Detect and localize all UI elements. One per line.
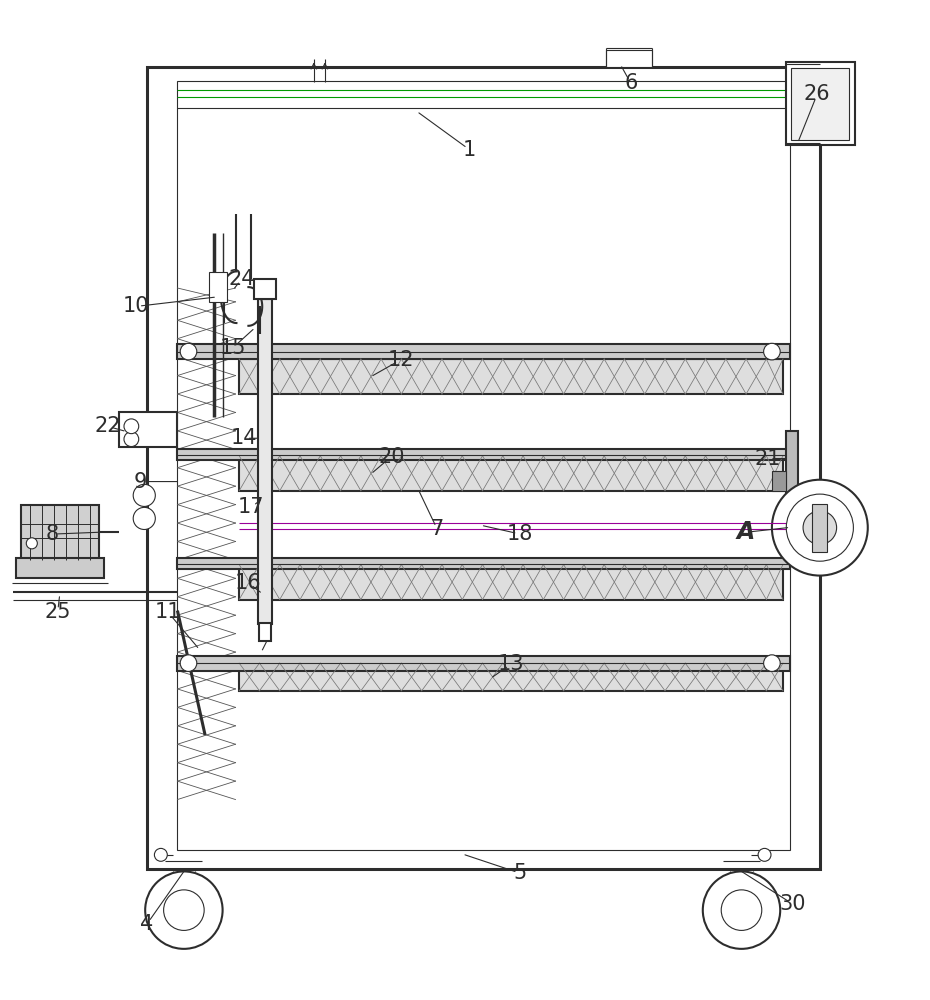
Text: 26: 26 (804, 84, 830, 104)
Circle shape (164, 890, 205, 930)
Bar (119, 412, 178, 447)
Text: 15: 15 (219, 338, 246, 358)
Circle shape (180, 343, 197, 360)
Bar (606, 50, 652, 67)
Bar (208, 272, 227, 302)
Text: 4: 4 (140, 914, 153, 934)
Text: 25: 25 (45, 602, 71, 622)
Circle shape (154, 848, 167, 861)
Bar (786, 431, 798, 500)
Circle shape (133, 484, 155, 506)
Bar (178, 344, 790, 359)
Bar (254, 279, 276, 299)
Text: 21: 21 (754, 449, 780, 469)
Text: 6: 6 (624, 73, 638, 93)
Text: 17: 17 (238, 497, 264, 517)
Text: 30: 30 (779, 894, 805, 914)
Circle shape (764, 343, 780, 360)
Text: A: A (737, 520, 755, 544)
Circle shape (145, 871, 222, 949)
Text: 9: 9 (134, 472, 147, 492)
Circle shape (703, 871, 780, 949)
Text: 18: 18 (507, 524, 534, 544)
Bar (239, 663, 783, 691)
Circle shape (124, 419, 139, 434)
Circle shape (758, 848, 771, 861)
Text: 24: 24 (229, 269, 255, 289)
Bar (178, 81, 790, 850)
Bar (786, 62, 855, 145)
Circle shape (772, 480, 868, 576)
Circle shape (133, 507, 155, 529)
Bar (239, 565, 783, 600)
Text: 1: 1 (463, 140, 476, 160)
Circle shape (180, 655, 197, 671)
Text: 7: 7 (431, 519, 444, 539)
Circle shape (786, 494, 854, 561)
Circle shape (764, 655, 780, 671)
Text: 11: 11 (155, 602, 181, 622)
Bar (178, 288, 235, 800)
Bar (239, 359, 783, 394)
Bar (178, 558, 790, 569)
Bar (791, 68, 849, 140)
Bar (259, 623, 271, 641)
Text: 10: 10 (123, 296, 149, 316)
Bar (239, 456, 783, 491)
Text: 13: 13 (498, 654, 525, 674)
Bar (772, 471, 786, 491)
Text: 12: 12 (387, 350, 414, 370)
Circle shape (804, 511, 837, 544)
Bar (813, 504, 827, 552)
Circle shape (722, 890, 762, 930)
Bar (178, 449, 790, 460)
Text: 22: 22 (94, 416, 121, 436)
Bar (147, 67, 820, 869)
Text: 20: 20 (378, 447, 405, 467)
Bar (16, 558, 104, 578)
Circle shape (124, 432, 139, 447)
Text: 16: 16 (235, 573, 261, 593)
Text: 5: 5 (513, 863, 527, 883)
Bar (178, 656, 790, 671)
Bar (20, 505, 100, 560)
Text: 14: 14 (231, 428, 257, 448)
Bar (258, 299, 272, 624)
Circle shape (26, 538, 37, 549)
Text: 8: 8 (46, 524, 59, 544)
